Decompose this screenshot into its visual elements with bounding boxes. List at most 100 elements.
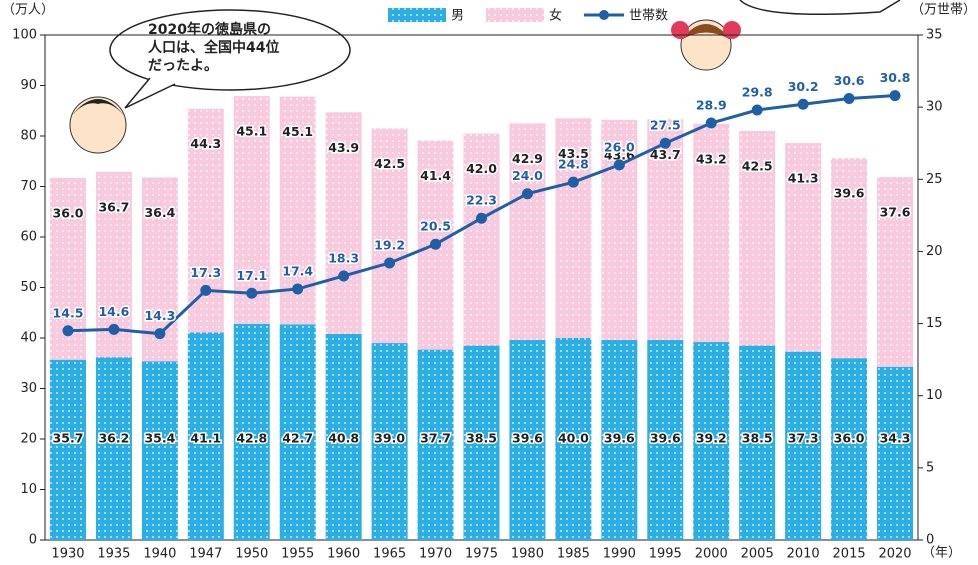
- value-label: 17.3: [190, 265, 221, 280]
- x-tick-label: 1975: [465, 547, 498, 562]
- value-label: 36.0: [834, 431, 865, 446]
- y-tick-label: 90: [20, 78, 37, 93]
- value-label: 30.6: [834, 73, 865, 88]
- x-tick-label: 1935: [97, 547, 130, 562]
- value-label: 40.8: [328, 431, 359, 446]
- value-label: 43.2: [696, 151, 727, 166]
- value-label: 39.6: [604, 431, 635, 446]
- bar-male: [647, 340, 684, 540]
- value-label: 27.5: [650, 118, 681, 133]
- value-label: 45.1: [282, 124, 313, 139]
- x-tick-label: 2020: [878, 547, 911, 562]
- bar-male: [831, 358, 868, 540]
- y2-tick-label: 15: [926, 316, 943, 331]
- point: [659, 137, 671, 149]
- value-label: 41.3: [788, 171, 819, 186]
- value-label: 37.7: [420, 431, 451, 446]
- value-label: 17.1: [236, 268, 267, 283]
- value-label: 24.8: [558, 157, 589, 172]
- x-axis-label: （年）: [922, 546, 961, 561]
- point: [797, 98, 809, 110]
- point: [154, 328, 166, 340]
- bar-male: [371, 343, 408, 540]
- value-label: 14.6: [98, 304, 129, 319]
- x-tick-label: 1985: [557, 547, 590, 562]
- y-tick-label: 50: [20, 280, 37, 295]
- value-label: 19.2: [374, 237, 405, 252]
- x-tick-label: 1995: [649, 547, 682, 562]
- value-label: 39.6: [650, 431, 681, 446]
- value-label: 42.5: [374, 156, 405, 171]
- bar-male: [877, 366, 914, 540]
- value-label: 37.6: [880, 204, 911, 219]
- value-label: 39.6: [512, 431, 543, 446]
- value-label: 30.8: [880, 70, 911, 85]
- point: [476, 212, 487, 224]
- value-label: 35.4: [144, 431, 175, 446]
- x-tick-label: 2000: [695, 547, 728, 562]
- value-label: 42.7: [282, 431, 313, 446]
- x-tick-label: 2015: [833, 547, 866, 562]
- value-label: 26.0: [604, 139, 635, 154]
- bar-male: [509, 340, 546, 540]
- value-label: 22.3: [466, 193, 497, 208]
- value-label: 14.5: [53, 305, 84, 320]
- bar-female: [647, 119, 684, 341]
- x-tick-label: 1970: [419, 547, 452, 562]
- value-label: 41.1: [190, 431, 221, 446]
- point: [567, 176, 579, 188]
- value-label: 42.5: [742, 158, 773, 173]
- point: [384, 257, 396, 269]
- bar-female: [371, 128, 408, 344]
- bar-female: [831, 158, 868, 359]
- point: [338, 270, 350, 282]
- value-label: 41.4: [420, 168, 451, 183]
- bar-female: [739, 130, 776, 346]
- bar-male: [463, 345, 500, 540]
- bar-male: [693, 342, 730, 540]
- value-label: 42.0: [466, 161, 497, 176]
- x-tick-label: 1950: [235, 547, 268, 562]
- legend-label: 男: [451, 9, 464, 24]
- y-tick-label: 40: [20, 331, 37, 346]
- y-tick-label: 80: [20, 129, 37, 144]
- value-label: 37.3: [788, 431, 819, 446]
- bar-male: [785, 351, 822, 540]
- value-label: 38.5: [742, 431, 773, 446]
- legend-swatch: [599, 10, 609, 20]
- bar-female: [555, 118, 592, 338]
- bar-female: [233, 96, 270, 324]
- legend: 男 女 世帯数: [388, 8, 668, 24]
- x-tick-label: 1960: [327, 547, 360, 562]
- y2-tick-label: 35: [926, 28, 943, 43]
- value-label: 43.9: [328, 140, 359, 155]
- value-label: 35.7: [53, 431, 84, 446]
- bar-male: [325, 333, 362, 540]
- bar-female: [463, 133, 500, 346]
- x-tick-label: 1947: [189, 547, 222, 562]
- point: [292, 283, 304, 295]
- bar-male: [233, 323, 270, 540]
- value-label: 17.4: [282, 263, 313, 278]
- point: [613, 159, 625, 171]
- annotation: だったよ。: [148, 58, 218, 74]
- annotation: 人口は、全国中44位: [148, 39, 279, 56]
- value-label: 40.0: [558, 431, 589, 446]
- legend-label: 世帯数: [629, 9, 668, 24]
- point: [200, 284, 212, 296]
- x-tick-label: 1990: [603, 547, 636, 562]
- y2-tick-label: 5: [926, 460, 934, 475]
- value-label: 18.3: [328, 250, 359, 265]
- y-axis-label: （万人）: [2, 3, 54, 18]
- bar-female: [785, 143, 822, 352]
- point: [430, 238, 442, 250]
- value-label: 24.0: [512, 168, 543, 183]
- value-label: 43.7: [650, 147, 681, 162]
- y-tick-label: 70: [20, 179, 37, 194]
- point: [62, 325, 74, 337]
- y-tick-label: 10: [20, 482, 37, 497]
- x-tick-label: 2005: [741, 547, 774, 562]
- y2-tick-label: 10: [926, 388, 943, 403]
- x-tick-label: 2010: [787, 547, 820, 562]
